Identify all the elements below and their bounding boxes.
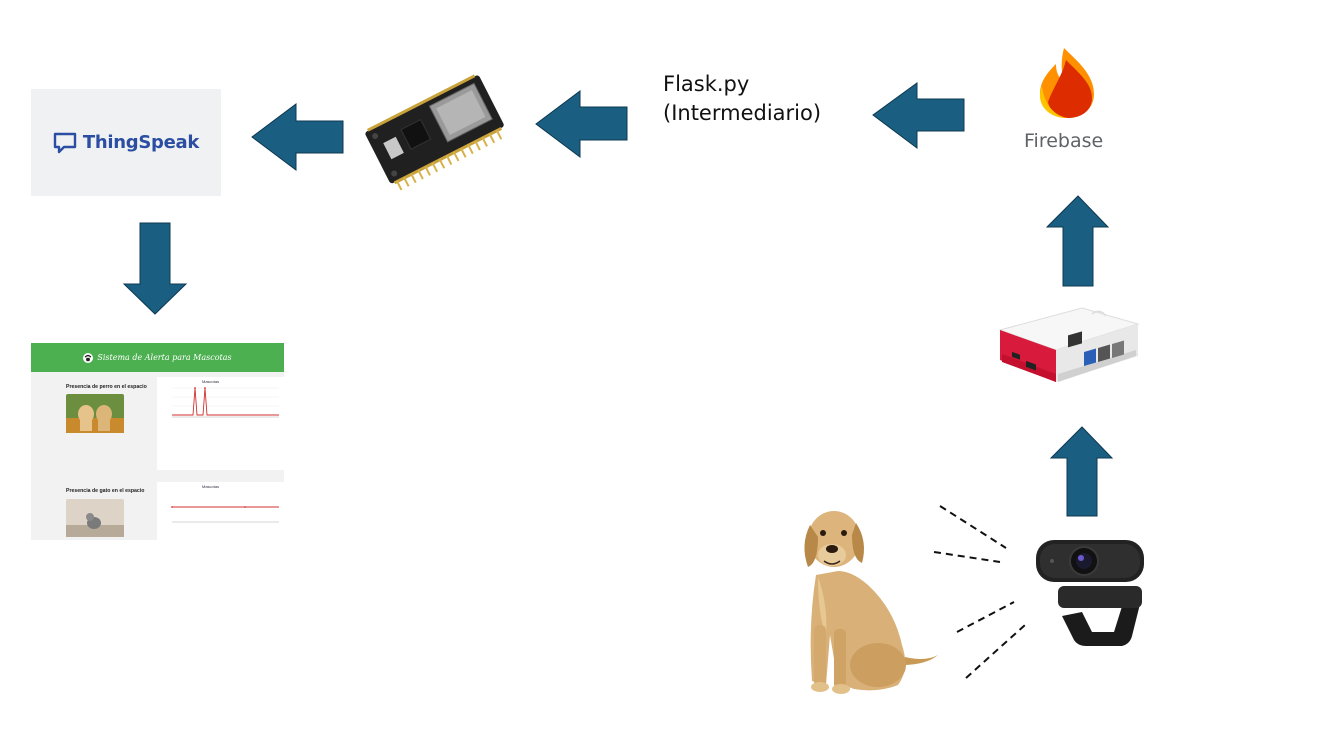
cat-mini-chart xyxy=(171,506,279,523)
dashboard-header: Sistema de Alerta para Mascotas xyxy=(31,343,284,372)
arrow-left-3 xyxy=(872,82,965,149)
detection-lines xyxy=(933,505,1026,679)
dog-mini-chart xyxy=(172,387,279,418)
arrow-down xyxy=(122,222,188,315)
dog-photo xyxy=(66,394,124,433)
microcontroller-board-icon xyxy=(365,74,504,191)
flask-line-2: (Intermediario) xyxy=(663,101,822,125)
cat-panel: Presencia de gato en el espacio xyxy=(31,482,157,540)
dog-icon xyxy=(804,511,938,694)
thingspeak-label: ThingSpeak xyxy=(82,132,200,153)
cat-chart-panel: Mascotas xyxy=(157,482,284,540)
cat-panel-title: Presencia de gato en el espacio xyxy=(66,488,145,494)
arrow-up-2 xyxy=(1049,426,1114,517)
thingspeak-logo: ThingSpeak xyxy=(31,89,221,196)
flame-icon xyxy=(1040,48,1094,118)
dog-chart-panel: Mascotas xyxy=(157,377,284,470)
dashboard-title: Sistema de Alerta para Mascotas xyxy=(97,353,232,362)
arrow-up-1 xyxy=(1045,195,1110,287)
flask-line-1: Flask.py xyxy=(663,72,750,96)
paw-icon xyxy=(83,352,94,363)
webcam-icon xyxy=(1036,540,1144,646)
raspberry-pi-case-icon xyxy=(998,307,1140,382)
dog-panel: Presencia de perro en el espacio xyxy=(31,377,157,470)
arrow-left-1 xyxy=(251,103,344,171)
flask-label: Flask.py (Intermediario) xyxy=(663,70,821,128)
dog-panel-title: Presencia de perro en el espacio xyxy=(66,384,147,390)
cat-chart-title: Mascotas xyxy=(202,484,220,489)
cat-photo xyxy=(66,499,124,537)
speech-bubble-icon xyxy=(53,132,77,153)
arrow-left-2 xyxy=(535,90,628,158)
dog-chart-title: Mascotas xyxy=(202,379,220,384)
dashboard-screenshot: Sistema de Alerta para Mascotas Presenci… xyxy=(31,343,284,540)
firebase-label: Firebase xyxy=(1024,130,1104,152)
